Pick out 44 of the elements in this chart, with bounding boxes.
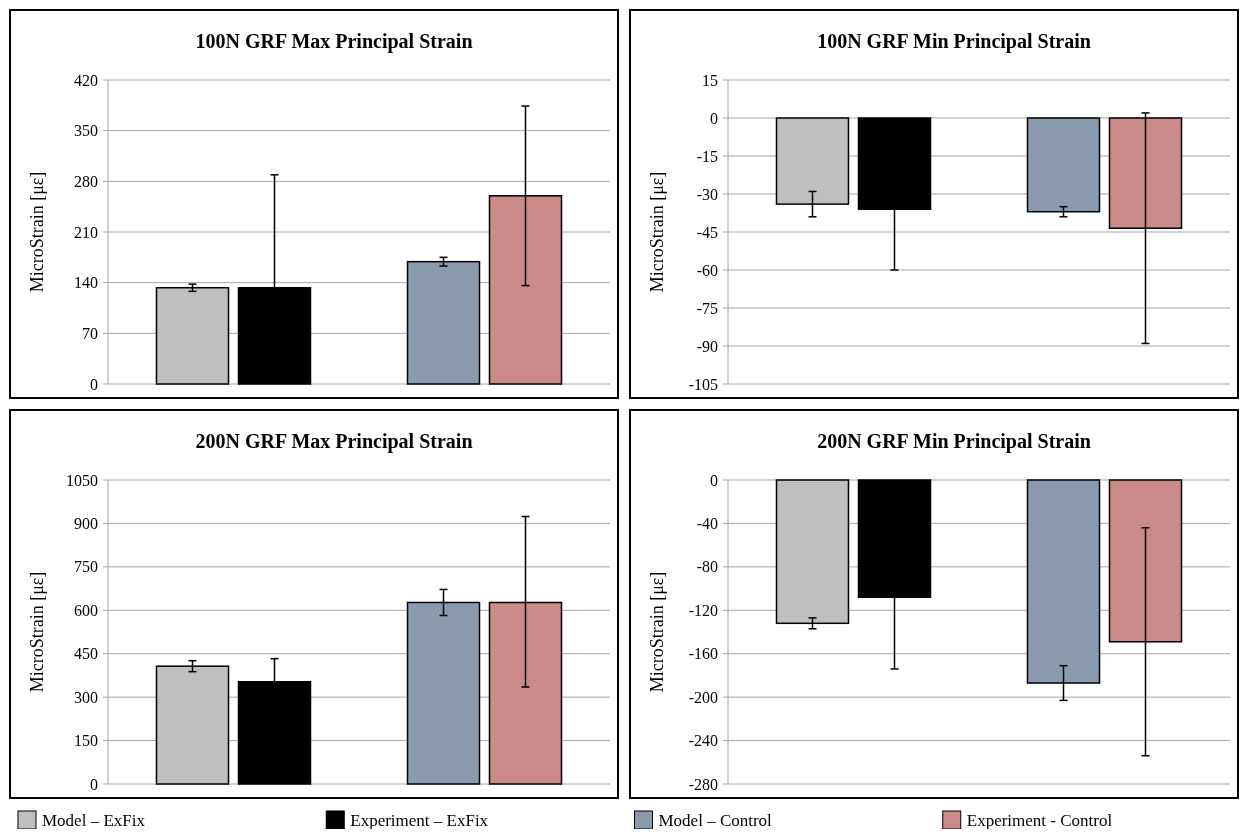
y-tick-label: 150: [74, 732, 98, 750]
y-tick-label: 140: [74, 274, 98, 292]
y-tick-label: 600: [74, 601, 98, 619]
y-tick-label: -200: [688, 688, 718, 706]
legend-label: Model – Control: [658, 810, 773, 830]
legend-label: Experiment - Control: [966, 810, 1113, 830]
y-tick-label: 450: [74, 645, 98, 663]
y-tick-label: 350: [74, 122, 98, 140]
chart-title: 100N GRF Max Principal Strain: [195, 30, 473, 53]
chart-title: 200N GRF Min Principal Strain: [817, 430, 1091, 453]
y-axis-title: MicroStrain [με]: [27, 171, 47, 293]
y-tick-label: 420: [74, 71, 98, 89]
legend-label: Model – ExFix: [42, 810, 146, 830]
y-tick-label: 280: [74, 172, 98, 190]
y-tick-label: -30: [696, 185, 718, 203]
legend-label: Experiment – ExFix: [350, 810, 489, 830]
y-tick-label: -160: [688, 645, 718, 663]
chart-title: 100N GRF Min Principal Strain: [817, 30, 1091, 53]
y-tick-label: -60: [696, 261, 718, 279]
y-tick-label: 15: [702, 71, 718, 89]
y-axis-title: MicroStrain [με]: [647, 571, 667, 693]
y-tick-label: -80: [696, 558, 718, 576]
y-tick-label: -240: [688, 732, 718, 750]
y-tick-label: -15: [696, 147, 718, 165]
y-tick-label: -280: [688, 775, 718, 793]
y-tick-label: 70: [82, 324, 98, 342]
y-axis-title: MicroStrain [με]: [27, 571, 47, 693]
y-tick-label: -45: [696, 223, 718, 241]
y-tick-label: -40: [696, 515, 718, 533]
y-tick-label: 750: [74, 558, 98, 576]
chart-title: 200N GRF Max Principal Strain: [195, 430, 473, 453]
y-tick-label: 0: [90, 775, 98, 793]
y-tick-label: 900: [74, 515, 98, 533]
y-tick-label: 300: [74, 688, 98, 706]
y-axis-title: MicroStrain [με]: [647, 171, 667, 293]
y-tick-label: -90: [696, 337, 718, 355]
y-tick-label: 0: [710, 109, 718, 127]
y-tick-label: -120: [688, 601, 718, 619]
y-tick-label: -105: [688, 375, 718, 393]
y-tick-label: 210: [74, 223, 98, 241]
y-tick-label: 1050: [66, 471, 98, 489]
y-tick-label: 0: [90, 375, 98, 393]
y-tick-label: 0: [710, 471, 718, 489]
y-tick-label: -75: [696, 299, 718, 317]
